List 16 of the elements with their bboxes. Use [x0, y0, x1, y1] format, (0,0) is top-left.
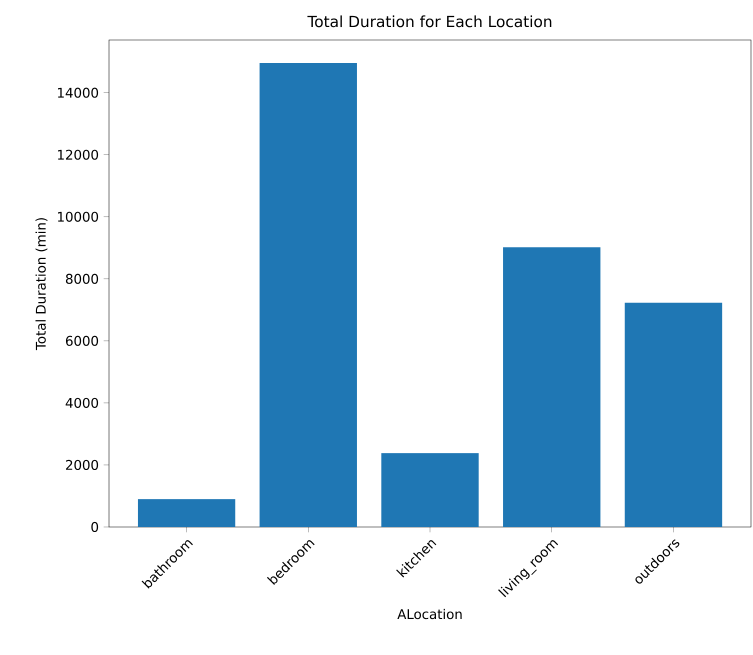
y-tick-label: 8000 — [66, 274, 98, 284]
y-tick-label: 6000 — [66, 336, 98, 346]
bar — [260, 62, 357, 527]
chart-title: Total Duration for Each Location — [307, 15, 552, 28]
y-tick-label: 0 — [91, 522, 98, 532]
y-tick-label: 12000 — [58, 150, 98, 160]
bar — [138, 499, 236, 527]
y-tick-label: 14000 — [58, 88, 98, 98]
y-tick-label: 10000 — [58, 212, 98, 222]
bar — [381, 453, 479, 527]
bar — [624, 302, 722, 527]
y-tick-label: 4000 — [66, 398, 98, 408]
bar — [503, 247, 600, 527]
y-axis-title: Total Duration (min) — [35, 218, 48, 350]
x-axis-title: ALocation — [397, 608, 462, 620]
y-tick-label: 2000 — [66, 460, 98, 470]
